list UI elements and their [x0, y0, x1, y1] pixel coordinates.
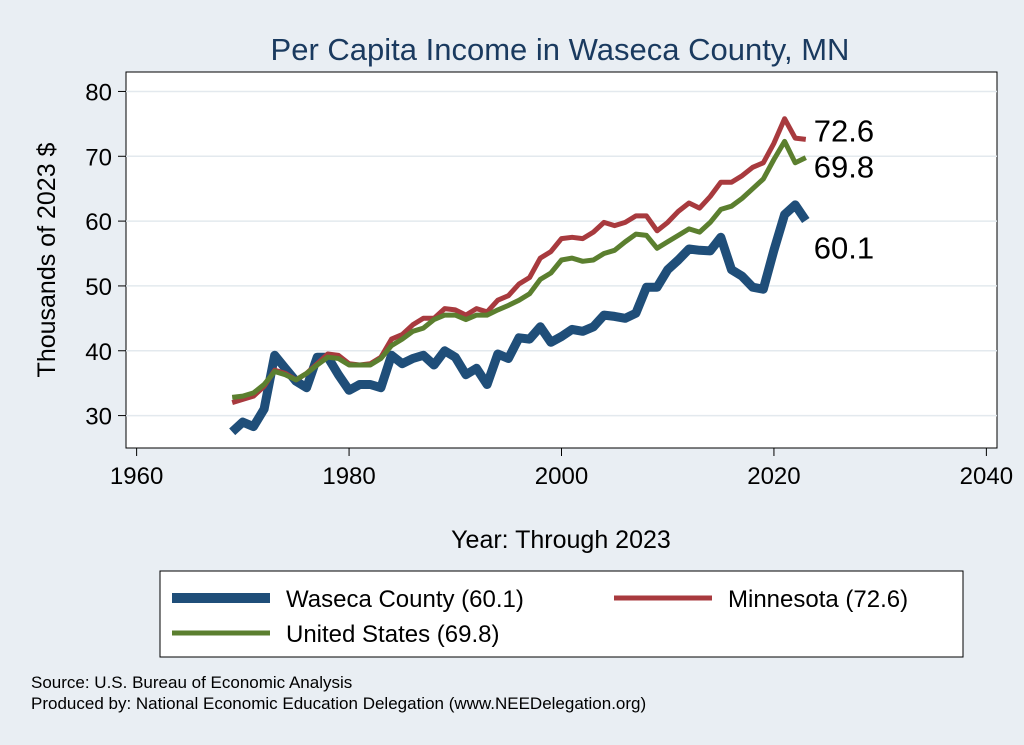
axes: 30 40 50 60 70 80 1960 1980 2000 2020 2040 — [85, 79, 1013, 490]
end-labels: 60.1 72.669.8 — [814, 113, 874, 265]
x-tick-label: 2000 — [535, 463, 588, 490]
x-tick-label: 1960 — [110, 463, 163, 490]
x-tick-label: 2040 — [960, 463, 1013, 490]
y-tick-label: 50 — [85, 274, 112, 301]
chart-title: Per Capita Income in Waseca County, MN — [271, 32, 850, 67]
gridlines — [126, 90, 997, 417]
end-label: 60.1 — [814, 230, 874, 265]
legend-box — [159, 570, 964, 658]
legend: Waseca County (60.1) Minnesota (72.6) Unit… — [159, 570, 964, 658]
x-axis-label: Year: Through 2023 — [451, 526, 671, 554]
y-tick-label: 30 — [85, 404, 112, 431]
y-tick-label: 40 — [85, 339, 112, 366]
y-tick-label: 70 — [85, 144, 112, 171]
series-lines — [229, 116, 810, 436]
end-label: 69.8 — [814, 150, 874, 185]
y-axis-label: Thousands of 2023 $ — [33, 142, 61, 377]
x-tick-label: 2020 — [747, 463, 800, 490]
legend-item-label: Minnesota (72.6) — [728, 586, 908, 613]
x-tick-label: 1980 — [322, 463, 375, 490]
legend-item-label: Waseca County (60.1) — [286, 586, 524, 613]
end-label: 72.6 — [814, 113, 874, 148]
y-tick-label: 60 — [85, 209, 112, 236]
produced-by-note: Produced by: National Economic Education… — [31, 694, 646, 713]
series-line-minnesota — [231, 116, 807, 405]
source-note: Source: U.S. Bureau of Economic Analysis — [31, 673, 352, 692]
legend-item-label: United States (69.8) — [286, 621, 499, 648]
series-line-united-states — [231, 138, 807, 400]
y-tick-label: 80 — [85, 79, 112, 106]
